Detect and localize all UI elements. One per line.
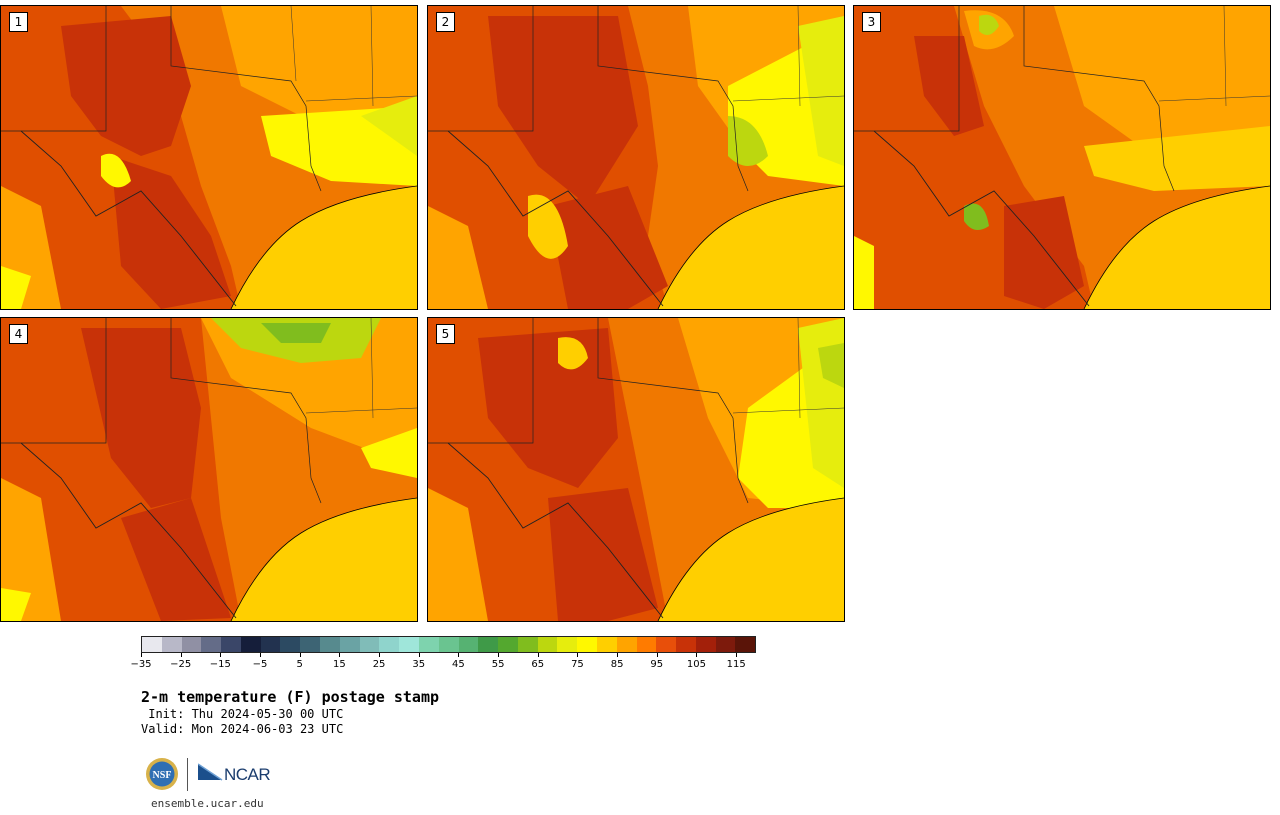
colorbar-tick-label: 45 [452, 659, 465, 670]
colorbar-ticks: −35 −25 −15 −5 5 15 25 35 45 55 65 75 85 95 105 115 [130, 653, 756, 673]
nsf-logo-text: NSF [153, 770, 172, 781]
logo-divider [187, 758, 188, 791]
colorbar-tick [180, 653, 182, 657]
colorbar-segment [320, 637, 340, 652]
colorbar-tick [418, 653, 420, 657]
colorbar-segment [260, 637, 281, 652]
colorbar-tick [299, 653, 301, 657]
colorbar-segment [221, 637, 241, 652]
colorbar-segment [517, 637, 538, 652]
colorbar-tick-label: −15 [209, 659, 231, 670]
colorbar-segment [339, 637, 360, 652]
colorbar-segment [161, 637, 182, 652]
colorbar-tick [260, 653, 262, 657]
colorbar-tick [577, 653, 579, 657]
init-time: Init: Thu 2024-05-30 00 UTC [141, 707, 344, 721]
temperature-map-2 [428, 6, 844, 309]
temperature-map-5 [428, 318, 844, 621]
colorbar-tick [379, 653, 381, 657]
colorbar-segment [616, 637, 637, 652]
colorbar-tick-label: 15 [333, 659, 346, 670]
colorbar-segment [557, 637, 578, 652]
colorbar-tick-label: 75 [571, 659, 584, 670]
colorbar-tick [617, 653, 619, 657]
figure-title: 2-m temperature (F) postage stamp [141, 688, 440, 706]
colorbar-segment [596, 637, 617, 652]
panel-label: 3 [862, 12, 881, 32]
map-panel-3: 3 [853, 5, 1271, 310]
colorbar-tick-label: 5 [296, 659, 303, 670]
colorbar-segment [280, 637, 301, 652]
panel-label: 2 [436, 12, 455, 32]
colorbar-segment [656, 637, 677, 652]
map-panel-2: 2 [427, 5, 845, 310]
colorbar-tick-label: 55 [491, 659, 505, 670]
map-panel-5: 5 [427, 317, 845, 622]
map-panel-4: 4 [0, 317, 418, 622]
colorbar-tick [537, 653, 539, 657]
temperature-map-4 [1, 318, 417, 621]
panel-label: 4 [9, 324, 28, 344]
colorbar-segment [498, 637, 518, 652]
temperature-map-3 [854, 6, 1270, 309]
colorbar-tick [656, 653, 658, 657]
colorbar-segment [458, 637, 479, 652]
colorbar-segment [240, 637, 261, 652]
colorbar-tick [458, 653, 460, 657]
colorbar-segment [695, 637, 716, 652]
colorbar-tick [696, 653, 698, 657]
ncar-logo-mark [198, 763, 223, 781]
colorbar-tick-label: 105 [686, 659, 707, 670]
colorbar-tick [498, 653, 500, 657]
colorbar-segment [636, 637, 657, 652]
colorbar-segment [181, 637, 202, 652]
colorbar-segment [359, 637, 380, 652]
colorbar-tick [736, 653, 738, 657]
colorbar-tick-label: 85 [610, 659, 624, 670]
colorbar-tick-label: 35 [412, 659, 426, 670]
colorbar-tick-label: 95 [650, 659, 664, 670]
colorbar-tick-label: 25 [372, 659, 386, 670]
colorbar-tick [220, 653, 222, 657]
colorbar-segment [379, 637, 400, 652]
colorbar-segment [537, 637, 558, 652]
colorbar-segment [418, 637, 439, 652]
colorbar-segment [715, 637, 736, 652]
colorbar-segment [577, 637, 597, 652]
colorbar-tick [141, 653, 142, 657]
colorbar-tick-label: −5 [252, 659, 268, 670]
colorbar-tick-label: −25 [170, 659, 192, 670]
colorbar-segment [676, 637, 696, 652]
colorbar-segment [300, 637, 321, 652]
ncar-logo-text: NCAR [224, 765, 271, 784]
colorbar-segment [142, 637, 162, 652]
valid-time: Valid: Mon 2024-06-03 23 UTC [141, 722, 344, 736]
panel-label: 1 [9, 12, 28, 32]
temperature-map-1 [1, 6, 417, 309]
colorbar-segment [438, 637, 459, 652]
colorbar-tick-label: −35 [130, 659, 152, 670]
colorbar-tick [339, 653, 341, 657]
website-link[interactable]: ensemble.ucar.edu [151, 797, 264, 810]
colorbar [141, 636, 756, 653]
map-panel-1: 1 [0, 5, 418, 310]
colorbar-segment [478, 637, 499, 652]
nsf-logo: NSF [146, 758, 178, 790]
colorbar-segment [399, 637, 419, 652]
colorbar-tick-label: 65 [531, 659, 545, 670]
colorbar-segment [201, 637, 222, 652]
colorbar-tick-label: 115 [726, 659, 746, 670]
panel-label: 5 [436, 324, 455, 344]
colorbar-segment [735, 637, 756, 652]
